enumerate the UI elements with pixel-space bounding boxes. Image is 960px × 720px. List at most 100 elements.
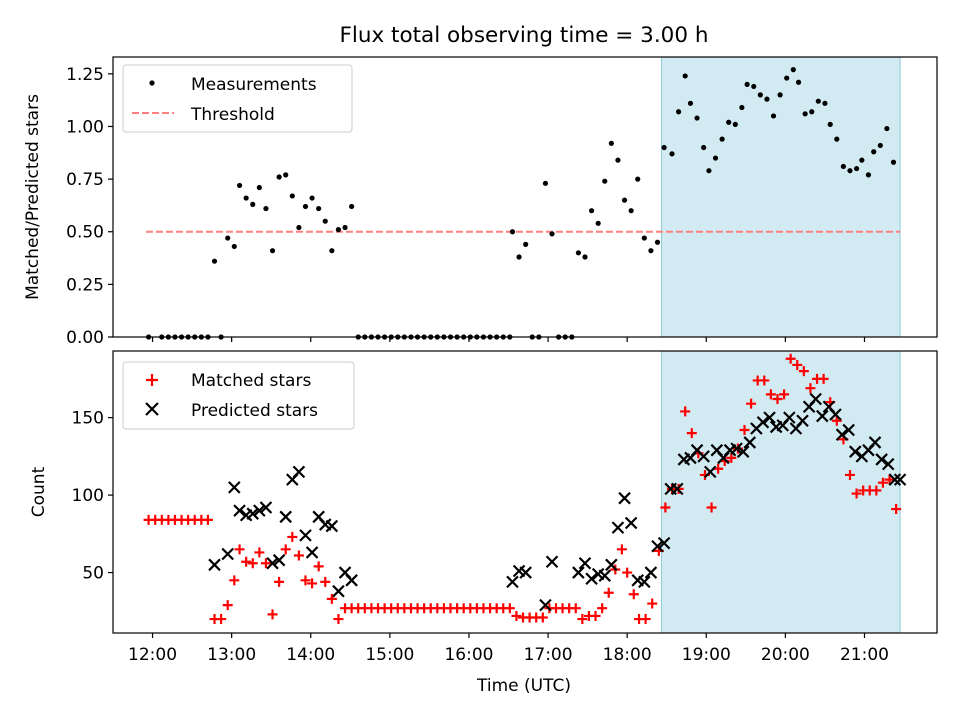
matched-star-point: [647, 598, 658, 609]
measurement-point: [316, 205, 322, 212]
y-tick-label: 100: [72, 486, 104, 506]
measurement-point: [322, 218, 328, 224]
measurement-point: [719, 136, 725, 142]
measurement-point: [296, 224, 302, 231]
measurement-point: [757, 92, 763, 98]
measurement-point: [509, 229, 516, 235]
measurement-point: [701, 144, 707, 151]
predicted-stars-series: [208, 392, 907, 612]
predicted-star-point: [624, 516, 638, 530]
predicted-star-point: [868, 436, 882, 449]
matched-star-point: [537, 612, 548, 623]
matched-star-point: [287, 531, 298, 542]
ratio-y-axis-label: Matched/Predicted stars: [23, 94, 43, 300]
y-tick-label: 0.00: [66, 328, 104, 348]
matched-star-point: [759, 375, 770, 386]
matched-star-point: [884, 474, 895, 485]
measurement-point: [329, 248, 335, 254]
measurement-point: [751, 83, 757, 90]
matched-star-point: [274, 576, 285, 587]
predicted-stars-legend-label: Predicted stars: [191, 401, 318, 421]
predicted-star-point: [783, 411, 796, 424]
predicted-star-point: [730, 442, 743, 455]
measurement-point: [608, 140, 614, 146]
predicted-star-point: [638, 575, 651, 589]
matched-star-point: [792, 359, 803, 370]
matched-star-point: [622, 567, 633, 578]
x-tick-label: 13:00: [207, 645, 256, 665]
matched-star-point: [891, 504, 902, 515]
measurement-point: [732, 121, 738, 127]
measurement-point: [770, 113, 777, 119]
matched-stars-legend-marker: [146, 374, 158, 386]
measurement-point: [840, 163, 846, 170]
predicted-star-point: [246, 507, 260, 520]
measurement-point: [628, 208, 634, 214]
predicted-star-point: [756, 415, 770, 429]
predicted-star-point: [572, 566, 585, 579]
measurement-point: [602, 178, 608, 184]
predicted-star-point: [703, 465, 717, 479]
x-tick-label: 19:00: [682, 645, 731, 665]
measurement-point: [827, 121, 833, 127]
matched-star-point: [686, 428, 697, 439]
measurements-legend-marker: [149, 80, 155, 86]
measurement-point: [231, 243, 237, 250]
measurement-point: [777, 92, 783, 98]
measurement-point: [884, 125, 890, 132]
measurement-point: [263, 205, 269, 212]
predicted-stars-legend-marker: [145, 402, 159, 416]
predicted-star-point: [228, 481, 241, 494]
measurement-point: [822, 100, 828, 106]
measurement-point: [549, 231, 555, 237]
measurement-point: [516, 254, 522, 260]
matched-star-point: [616, 544, 627, 555]
predicted-star-point: [266, 556, 279, 570]
predicted-star-point: [618, 491, 631, 505]
x-tick-label: 15:00: [365, 645, 414, 665]
predicted-star-point: [644, 566, 658, 579]
chart-title: Flux total observing time = 3.00 h: [340, 23, 709, 48]
y-tick-label: 1.00: [66, 117, 104, 137]
predicted-star-point: [697, 450, 710, 463]
matched-star-point: [254, 547, 265, 558]
measurement-point: [582, 254, 588, 260]
matched-star-point: [216, 614, 227, 625]
x-tick-label: 21:00: [840, 645, 889, 665]
measurement-point: [250, 201, 256, 207]
predicted-star-point: [233, 504, 246, 517]
y-tick-label: 150: [72, 409, 104, 429]
predicted-star-point: [796, 414, 809, 428]
y-tick-label: 0.50: [66, 223, 104, 243]
measurement-point: [847, 168, 853, 174]
count-legend: Matched stars Predicted stars: [122, 361, 355, 430]
matched-star-point: [746, 398, 757, 409]
predicted-star-point: [519, 566, 532, 579]
measurement-point: [243, 195, 249, 201]
matched-star-point: [877, 477, 888, 488]
threshold-legend-label: Threshold: [190, 105, 275, 125]
matched-star-point: [765, 389, 776, 400]
y-tick-label: 50: [82, 564, 104, 584]
matched-star-point: [260, 558, 271, 569]
predicted-star-point: [506, 575, 519, 589]
measurement-point: [784, 75, 790, 81]
matched-stars-legend-label: Matched stars: [191, 371, 311, 391]
measurement-point: [739, 104, 745, 111]
matched-star-point: [660, 502, 671, 513]
predicted-star-point: [578, 556, 592, 570]
ratio-y-axis: 0.00 0.25 0.50 0.75 1.00 1.25: [66, 65, 113, 348]
matched-star-point: [805, 383, 816, 394]
predicted-star-point: [259, 501, 273, 514]
x-tick-label: 17:00: [524, 645, 573, 665]
count-legend-box: [122, 361, 355, 430]
measurement-point: [349, 203, 355, 210]
matched-star-point: [234, 544, 245, 555]
matched-star-point: [511, 610, 522, 621]
matched-star-point: [785, 353, 796, 364]
measurement-point: [764, 96, 770, 102]
matched-star-point: [300, 575, 311, 586]
matched-star-point: [570, 603, 581, 614]
x-tick-label: 16:00: [444, 645, 493, 665]
matched-star-point: [307, 578, 318, 589]
